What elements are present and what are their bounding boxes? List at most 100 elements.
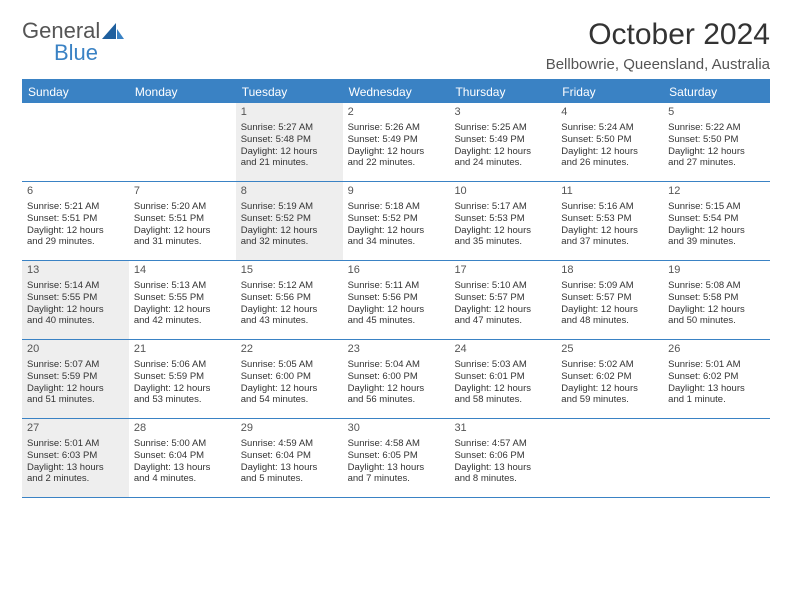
week-row: 13Sunrise: 5:14 AMSunset: 5:55 PMDayligh… <box>22 261 770 340</box>
day-number: 27 <box>27 422 124 436</box>
sunrise-text: Sunrise: 5:13 AM <box>134 280 231 292</box>
daylight2-text: and 53 minutes. <box>134 394 231 406</box>
sunset-text: Sunset: 6:01 PM <box>454 371 551 383</box>
daylight1-text: Daylight: 13 hours <box>241 462 338 474</box>
sunrise-text: Sunrise: 4:59 AM <box>241 438 338 450</box>
sunrise-text: Sunrise: 5:12 AM <box>241 280 338 292</box>
daylight1-text: Daylight: 12 hours <box>454 383 551 395</box>
daylight1-text: Daylight: 12 hours <box>668 304 765 316</box>
daylight1-text: Daylight: 12 hours <box>454 304 551 316</box>
sunset-text: Sunset: 5:50 PM <box>668 134 765 146</box>
sunrise-text: Sunrise: 5:02 AM <box>561 359 658 371</box>
daylight2-text: and 48 minutes. <box>561 315 658 327</box>
daylight2-text: and 7 minutes. <box>348 473 445 485</box>
daylight2-text: and 26 minutes. <box>561 157 658 169</box>
day-cell: 19Sunrise: 5:08 AMSunset: 5:58 PMDayligh… <box>663 261 770 339</box>
day-cell: 6Sunrise: 5:21 AMSunset: 5:51 PMDaylight… <box>22 182 129 260</box>
daylight2-text: and 8 minutes. <box>454 473 551 485</box>
day-number: 9 <box>348 185 445 199</box>
week-row: 6Sunrise: 5:21 AMSunset: 5:51 PMDaylight… <box>22 182 770 261</box>
sunset-text: Sunset: 6:02 PM <box>668 371 765 383</box>
daylight1-text: Daylight: 12 hours <box>134 225 231 237</box>
day-cell: 2Sunrise: 5:26 AMSunset: 5:49 PMDaylight… <box>343 103 450 181</box>
day-number: 8 <box>241 185 338 199</box>
sunset-text: Sunset: 5:53 PM <box>561 213 658 225</box>
day-number: 17 <box>454 264 551 278</box>
daylight1-text: Daylight: 13 hours <box>27 462 124 474</box>
sunrise-text: Sunrise: 5:16 AM <box>561 201 658 213</box>
sunset-text: Sunset: 6:00 PM <box>241 371 338 383</box>
daylight2-text: and 35 minutes. <box>454 236 551 248</box>
day-header: Saturday <box>663 81 770 103</box>
day-cell: 7Sunrise: 5:20 AMSunset: 5:51 PMDaylight… <box>129 182 236 260</box>
week-row: 1Sunrise: 5:27 AMSunset: 5:48 PMDaylight… <box>22 103 770 182</box>
sunset-text: Sunset: 5:58 PM <box>668 292 765 304</box>
day-cell: 18Sunrise: 5:09 AMSunset: 5:57 PMDayligh… <box>556 261 663 339</box>
sunset-text: Sunset: 5:51 PM <box>27 213 124 225</box>
sunset-text: Sunset: 5:51 PM <box>134 213 231 225</box>
daylight2-text: and 21 minutes. <box>241 157 338 169</box>
daylight1-text: Daylight: 12 hours <box>27 304 124 316</box>
page-subtitle: Bellbowrie, Queensland, Australia <box>546 56 770 73</box>
daylight2-text: and 22 minutes. <box>348 157 445 169</box>
day-cell <box>22 103 129 181</box>
day-number: 21 <box>134 343 231 357</box>
daylight1-text: Daylight: 13 hours <box>668 383 765 395</box>
daylight2-text: and 32 minutes. <box>241 236 338 248</box>
day-header: Tuesday <box>236 81 343 103</box>
day-number: 7 <box>134 185 231 199</box>
day-number: 4 <box>561 106 658 120</box>
sunset-text: Sunset: 5:49 PM <box>454 134 551 146</box>
sunset-text: Sunset: 6:03 PM <box>27 450 124 462</box>
day-number: 5 <box>668 106 765 120</box>
daylight2-text: and 42 minutes. <box>134 315 231 327</box>
sunrise-text: Sunrise: 5:27 AM <box>241 122 338 134</box>
sunrise-text: Sunrise: 5:07 AM <box>27 359 124 371</box>
daylight1-text: Daylight: 12 hours <box>348 225 445 237</box>
header: General Blue October 2024 Bellbowrie, Qu… <box>22 18 770 73</box>
day-cell: 3Sunrise: 5:25 AMSunset: 5:49 PMDaylight… <box>449 103 556 181</box>
daylight2-text: and 45 minutes. <box>348 315 445 327</box>
daylight1-text: Daylight: 12 hours <box>241 146 338 158</box>
daylight2-text: and 4 minutes. <box>134 473 231 485</box>
day-number: 14 <box>134 264 231 278</box>
day-number: 11 <box>561 185 658 199</box>
daylight1-text: Daylight: 12 hours <box>454 146 551 158</box>
sunrise-text: Sunrise: 5:09 AM <box>561 280 658 292</box>
day-cell <box>556 419 663 497</box>
daylight2-text: and 51 minutes. <box>27 394 124 406</box>
day-cell: 14Sunrise: 5:13 AMSunset: 5:55 PMDayligh… <box>129 261 236 339</box>
daylight2-text: and 54 minutes. <box>241 394 338 406</box>
day-number: 13 <box>27 264 124 278</box>
day-number: 16 <box>348 264 445 278</box>
day-number: 3 <box>454 106 551 120</box>
sunrise-text: Sunrise: 5:26 AM <box>348 122 445 134</box>
sunrise-text: Sunrise: 5:17 AM <box>454 201 551 213</box>
daylight1-text: Daylight: 12 hours <box>348 146 445 158</box>
daylight2-text: and 1 minute. <box>668 394 765 406</box>
daylight1-text: Daylight: 12 hours <box>27 383 124 395</box>
daylight2-text: and 47 minutes. <box>454 315 551 327</box>
sunset-text: Sunset: 5:56 PM <box>241 292 338 304</box>
logo-sail-icon <box>102 23 124 41</box>
day-number: 22 <box>241 343 338 357</box>
day-number: 30 <box>348 422 445 436</box>
day-cell: 24Sunrise: 5:03 AMSunset: 6:01 PMDayligh… <box>449 340 556 418</box>
day-number: 15 <box>241 264 338 278</box>
daylight1-text: Daylight: 12 hours <box>668 146 765 158</box>
sunset-text: Sunset: 5:54 PM <box>668 213 765 225</box>
sunset-text: Sunset: 5:50 PM <box>561 134 658 146</box>
week-row: 27Sunrise: 5:01 AMSunset: 6:03 PMDayligh… <box>22 419 770 498</box>
day-cell: 5Sunrise: 5:22 AMSunset: 5:50 PMDaylight… <box>663 103 770 181</box>
sunrise-text: Sunrise: 5:01 AM <box>27 438 124 450</box>
day-cell: 21Sunrise: 5:06 AMSunset: 5:59 PMDayligh… <box>129 340 236 418</box>
day-header: Wednesday <box>343 81 450 103</box>
sunrise-text: Sunrise: 5:18 AM <box>348 201 445 213</box>
daylight2-text: and 40 minutes. <box>27 315 124 327</box>
sunrise-text: Sunrise: 4:58 AM <box>348 438 445 450</box>
day-number: 26 <box>668 343 765 357</box>
day-cell: 16Sunrise: 5:11 AMSunset: 5:56 PMDayligh… <box>343 261 450 339</box>
sunset-text: Sunset: 5:55 PM <box>134 292 231 304</box>
day-cell: 31Sunrise: 4:57 AMSunset: 6:06 PMDayligh… <box>449 419 556 497</box>
day-cell: 28Sunrise: 5:00 AMSunset: 6:04 PMDayligh… <box>129 419 236 497</box>
